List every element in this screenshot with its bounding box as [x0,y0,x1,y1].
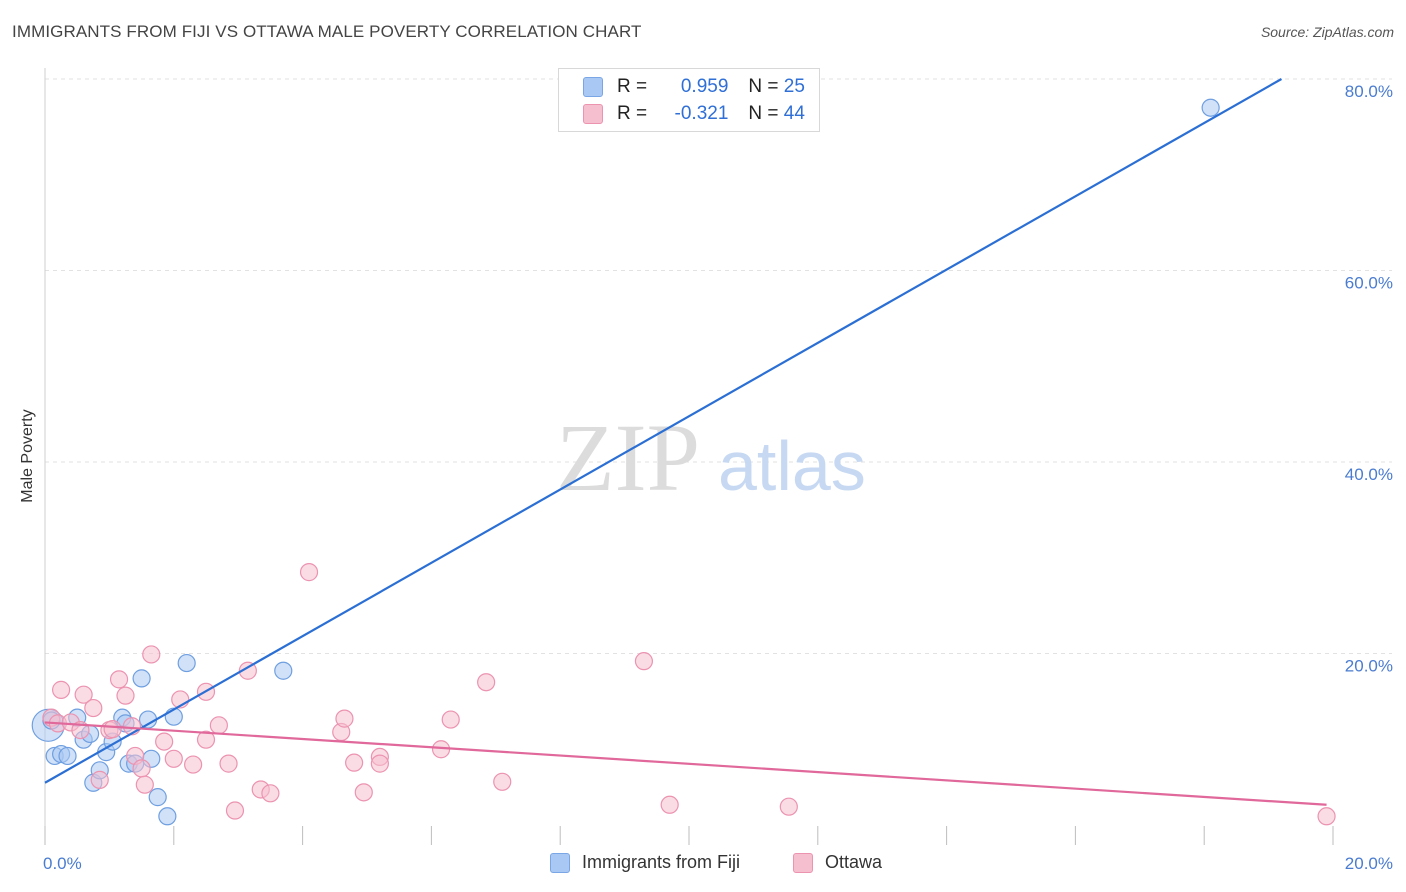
point-ottawa [335,709,354,728]
point-ottawa [184,755,203,774]
legend-swatch-ottawa [583,104,603,124]
trend-line-ottawa [44,721,1327,806]
point-ottawa [779,797,798,816]
point-ottawa [354,783,373,802]
legend-label-ottawa: Ottawa [825,852,883,872]
point-ottawa [261,784,280,803]
legend-item-fiji[interactable]: Immigrants from Fiji [550,852,740,873]
point-ottawa [109,670,129,689]
legend-label-fiji: Immigrants from Fiji [582,852,741,872]
legend-r-value: 0.959 [680,76,729,97]
legend-item-ottawa[interactable]: Ottawa [793,852,882,873]
point-ottawa [219,754,238,773]
point-fiji [164,707,183,726]
point-fiji [132,669,151,688]
legend-swatch-fiji [550,852,570,873]
point-ottawa [441,710,460,729]
grid-layer [45,78,1392,654]
watermark-zip: ZIP [556,404,700,511]
point-ottawa [370,754,389,773]
point-ottawa [477,673,496,692]
point-ottawa [493,772,512,791]
legend-r-value: -0.321 [674,103,729,124]
trend-layer [44,78,1327,806]
y-tick-label: 60.0% [1345,274,1393,293]
point-ottawa [345,753,364,772]
x-tick-label: 20.0% [1345,854,1393,873]
point-ottawa [116,686,135,705]
point-ottawa [155,732,174,751]
chart-title: IMMIGRANTS FROM FIJI VS OTTAWA MALE POVE… [12,22,642,41]
point-fiji [148,788,167,807]
watermark-atlas: atlas [718,427,866,505]
tick-label-layer: 20.0% 40.0% 60.0% 80.0% 0.0% 20.0% [43,82,1393,873]
legend-r-label: R = [617,103,648,124]
legend-n-value: 44 [783,103,805,124]
legend-n-value: 25 [783,76,805,97]
point-ottawa [238,661,257,680]
point-ottawa [299,563,319,582]
point-ottawa [142,645,161,664]
point-fiji [177,653,196,673]
point-fiji [1201,98,1220,117]
legend-row-fiji: R = 0.959 N = 25 [583,73,805,101]
point-ottawa [84,698,103,718]
legend-n-label: N = [748,76,779,97]
point-ottawa [225,801,245,820]
point-ottawa [164,749,183,768]
point-fiji [274,661,293,680]
legend-r-label: R = [617,76,648,97]
point-ottawa [634,652,654,671]
watermark: ZIP atlas [556,404,866,511]
point-ottawa [51,680,71,699]
x-tick-label: 0.0% [43,854,82,873]
point-ottawa [74,685,93,704]
trend-line-fiji [44,78,1283,784]
legend-swatch-fiji [583,77,603,97]
y-tick-label: 40.0% [1345,465,1393,484]
point-ottawa [209,716,228,735]
y-tick-label: 20.0% [1345,657,1393,676]
point-ottawa [132,759,151,778]
point-fiji [58,746,77,766]
series-legend: Immigrants from Fiji Ottawa [0,852,1406,878]
legend-n-label: N = [748,103,779,124]
y-tick-label: 80.0% [1345,82,1393,101]
point-ottawa [135,775,154,794]
point-ottawa [1317,807,1336,826]
source-label: Source: ZipAtlas.com [1260,24,1394,40]
point-ottawa [196,730,216,749]
point-fiji [158,807,177,826]
legend-row-ottawa: R = -0.321 N = 44 [583,100,805,128]
legend-swatch-ottawa [793,852,813,873]
point-ottawa [90,770,109,789]
point-ottawa [103,720,122,739]
point-ottawa [660,795,679,814]
stats-legend: R = 0.959 N = 25 R = -0.321 N = 44 [558,68,820,132]
